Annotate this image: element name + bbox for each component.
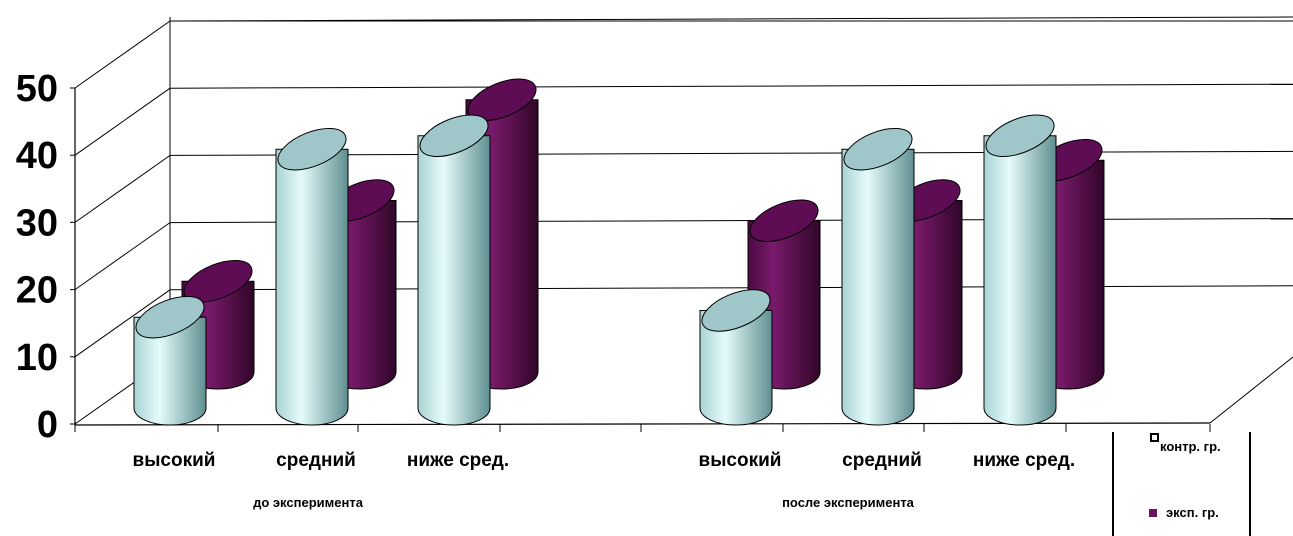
bar-control-3 xyxy=(699,289,773,426)
bar-control-0-body xyxy=(133,316,207,426)
bar-exp-3-top xyxy=(749,199,819,242)
group-labels: до эксперимента после эксперимента xyxy=(253,495,915,510)
bar-control-2 xyxy=(417,114,491,426)
gridline-back-5 xyxy=(169,16,1293,22)
bar-exp-2-top xyxy=(467,78,537,122)
bar-control-0-top xyxy=(135,295,205,339)
plot-frame xyxy=(74,17,1293,536)
x-category-label: средний xyxy=(276,450,356,471)
y-tick-label: 20 xyxy=(16,270,58,312)
gridline-back-3 xyxy=(169,150,1293,156)
legend-label-control: контр. гр. xyxy=(1160,439,1221,454)
bar-control-2-top xyxy=(419,114,489,158)
bar-control-5 xyxy=(983,114,1057,426)
legend-swatch-control xyxy=(1150,433,1159,442)
bar-control-4-top xyxy=(843,127,913,171)
gridline-depth-4 xyxy=(74,87,171,156)
gridline-depth-3 xyxy=(74,154,171,223)
bars xyxy=(133,78,1105,426)
legend: контр. гр. эксп. гр. xyxy=(1149,433,1221,520)
gridline-depth-2 xyxy=(74,222,171,291)
category-labels: высокий средний ниже сред. высокий средний ни… xyxy=(133,450,1076,471)
bar-control-2-body xyxy=(417,135,491,426)
bar-control-3-top xyxy=(701,289,771,332)
y-axis-ticks: 0 10 20 30 40 50 xyxy=(16,68,75,446)
group-label: после эксперимента xyxy=(782,495,915,510)
bar-control-4 xyxy=(841,127,915,426)
bar-exp-0-top xyxy=(183,259,253,303)
y-tick-label: 10 xyxy=(16,337,58,379)
x-category-label: ниже сред. xyxy=(973,450,1075,471)
bar-control-1-top xyxy=(277,127,347,171)
gridlines xyxy=(74,16,1293,425)
y-tick-label: 30 xyxy=(16,202,58,244)
bar-control-3-body xyxy=(699,309,773,426)
x-category-label: высокий xyxy=(133,450,216,471)
x-category-label: ниже сред. xyxy=(407,450,509,471)
x-category-label: высокий xyxy=(699,450,782,471)
legend-swatch-exp xyxy=(1149,509,1157,517)
bar-control-0 xyxy=(133,295,207,426)
gridline-depth-5 xyxy=(74,20,171,89)
bar-control-1-body xyxy=(275,148,349,426)
x-axis-ticks xyxy=(74,424,1211,432)
legend-label-exp: эксп. гр. xyxy=(1166,505,1219,520)
y-tick-label: 0 xyxy=(37,404,58,446)
bar-control-4-body xyxy=(841,148,915,426)
gridline-back-4 xyxy=(169,83,1293,89)
gridline-depth-1 xyxy=(74,289,171,358)
bar-control-5-top xyxy=(985,114,1055,158)
y-tick-label: 40 xyxy=(16,135,58,177)
bar-control-1 xyxy=(275,127,349,426)
bar-control-5-body xyxy=(983,135,1057,426)
floor-right-edge xyxy=(1209,356,1293,424)
floor-front-edge xyxy=(74,422,1211,426)
y-tick-label: 50 xyxy=(16,68,58,110)
x-category-label: средний xyxy=(842,450,922,471)
group-label: до эксперимента xyxy=(253,495,364,510)
